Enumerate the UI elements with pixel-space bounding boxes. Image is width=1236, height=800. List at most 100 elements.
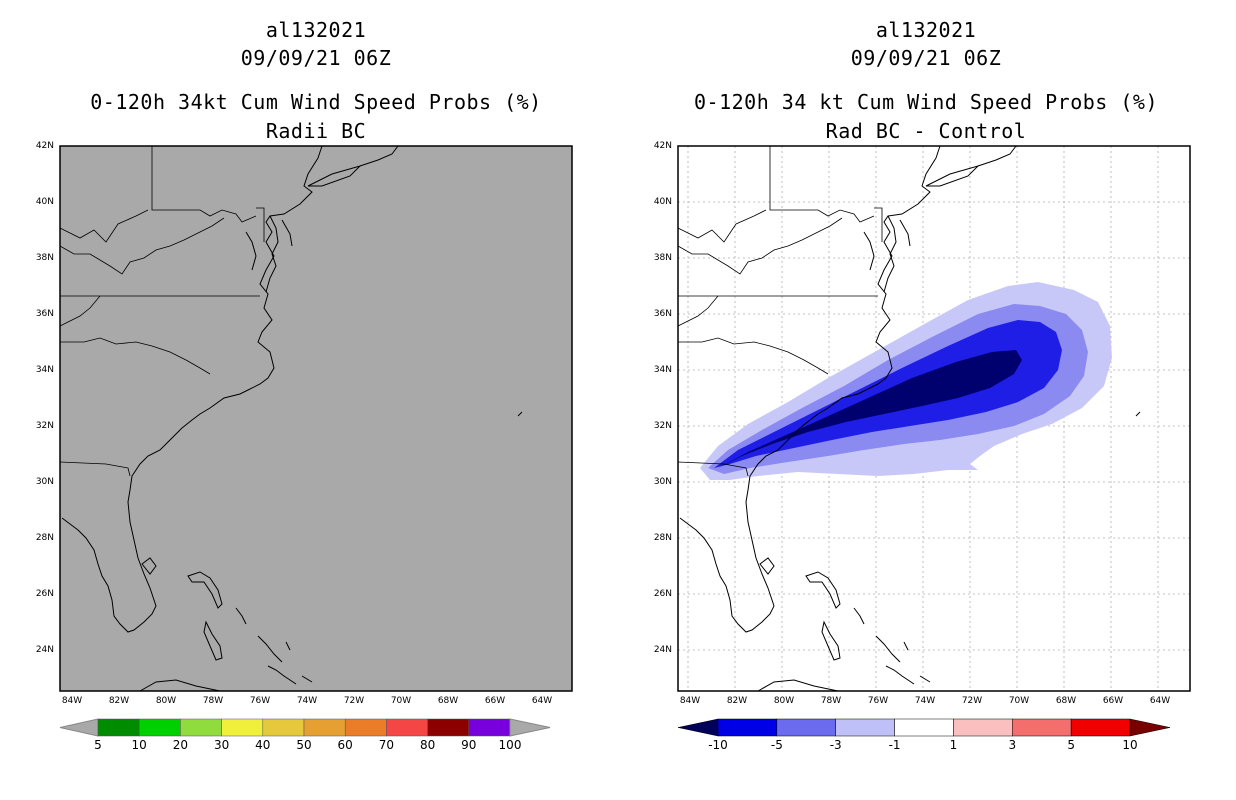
right-colorbar-low-triangle	[677, 718, 719, 737]
left-colorbar-box-5	[303, 718, 346, 737]
left-colorbar-label-3: 30	[213, 738, 230, 752]
right-colorbar-label-2: -3	[829, 738, 842, 752]
left-colorbar-box-9	[468, 718, 511, 737]
right-title-subtitle: Rad BC - Control	[825, 119, 1027, 143]
right-title-storm: al132021	[875, 18, 977, 42]
left-lat-label-0: 42N	[35, 141, 54, 151]
left-lon-label-9: 66W	[484, 696, 506, 706]
left-map	[59, 145, 573, 692]
left-lat-label-8: 26N	[35, 589, 54, 599]
left-colorbar-box-1	[138, 718, 181, 737]
left-colorbar-label-5: 50	[296, 738, 312, 752]
left-lon-label-8: 68W	[437, 696, 459, 706]
right-gridlines	[678, 146, 1190, 691]
left-colorbar-box-8	[427, 718, 470, 737]
right-lon-label-6: 72W	[961, 696, 983, 706]
left-colorbar-high-triangle	[509, 718, 551, 737]
right-lon-label-8: 68W	[1055, 696, 1077, 706]
right-lat-label-5: 32N	[653, 421, 672, 431]
right-colorbar-box-6	[1070, 718, 1131, 737]
left-title-subtitle: Radii BC	[265, 119, 367, 143]
left-lon-label-6: 72W	[343, 696, 365, 706]
left-lon-label-5: 74W	[296, 696, 318, 706]
left-lat-label-1: 40N	[35, 197, 54, 207]
right-map	[677, 145, 1191, 692]
right-lon-label-1: 82W	[726, 696, 748, 706]
left-lon-label-3: 78W	[202, 696, 224, 706]
left-lon-label-1: 82W	[108, 696, 130, 706]
left-map-frame	[59, 145, 573, 692]
left-colorbar	[59, 718, 551, 737]
left-colorbar-label-10: 100	[498, 738, 522, 752]
left-title-storm: al132021	[265, 18, 367, 42]
right-colorbar-label-5: 3	[1008, 738, 1017, 752]
right-lon-label-10: 64W	[1149, 696, 1171, 706]
left-lon-label-7: 70W	[390, 696, 412, 706]
left-lat-label-6: 30N	[35, 477, 54, 487]
right-lon-label-9: 66W	[1102, 696, 1124, 706]
left-title-product: 0-120h 34kt Cum Wind Speed Probs (%)	[90, 90, 542, 114]
left-colorbar-label-0: 5	[94, 738, 102, 752]
right-lon-label-2: 80W	[773, 696, 795, 706]
contour-minus10	[718, 350, 1022, 468]
right-colorbar	[677, 718, 1171, 737]
right-colorbar-label-4: 1	[949, 738, 958, 752]
left-lat-label-3: 36N	[35, 309, 54, 319]
right-lat-label-3: 36N	[653, 309, 672, 319]
right-colorbar-label-1: -5	[770, 738, 783, 752]
left-colorbar-box-2	[180, 718, 222, 737]
right-title-product: 0-120h 34 kt Cum Wind Speed Probs (%)	[693, 90, 1159, 114]
left-colorbar-box-6	[344, 718, 387, 737]
right-lat-label-9: 24N	[653, 645, 672, 655]
left-colorbar-label-2: 20	[172, 738, 189, 752]
left-colorbar-label-6: 60	[337, 738, 353, 752]
right-colorbar-box-2	[835, 718, 895, 737]
left-colorbar-label-4: 40	[255, 738, 271, 752]
right-lon-label-0: 84W	[679, 696, 701, 706]
left-lon-label-10: 64W	[531, 696, 553, 706]
right-colorbar-box-1	[776, 718, 836, 737]
right-lat-label-7: 28N	[653, 533, 672, 543]
right-colorbar-box-4	[953, 718, 1013, 737]
right-colorbar-label-0: -10	[708, 738, 728, 752]
right-title-date: 09/09/21 06Z	[850, 46, 1002, 70]
right-lat-label-2: 38N	[653, 253, 672, 263]
right-lon-label-4: 76W	[867, 696, 889, 706]
right-lat-label-6: 30N	[653, 477, 672, 487]
left-colorbar-label-1: 10	[131, 738, 147, 752]
right-colorbar-box-0	[717, 718, 778, 737]
left-colorbar-box-3	[221, 718, 264, 737]
left-lat-label-9: 24N	[35, 645, 54, 655]
left-lon-label-0: 84W	[61, 696, 83, 706]
left-colorbar-box-7	[386, 718, 428, 737]
left-colorbar-label-8: 80	[419, 738, 436, 752]
left-map-fill	[60, 146, 572, 691]
left-lon-label-4: 76W	[249, 696, 271, 706]
right-map-frame	[677, 145, 1191, 692]
left-colorbar-low-triangle	[59, 718, 99, 737]
left-colorbar-box-4	[262, 718, 305, 737]
right-lat-label-0: 42N	[653, 141, 672, 151]
left-colorbar-label-9: 90	[461, 738, 477, 752]
right-lon-label-5: 74W	[914, 696, 936, 706]
right-lon-label-7: 70W	[1008, 696, 1030, 706]
left-title-date: 09/09/21 06Z	[240, 46, 392, 70]
right-lon-label-3: 78W	[820, 696, 842, 706]
right-colorbar-label-3: -1	[888, 738, 901, 752]
left-lat-label-2: 38N	[35, 253, 54, 263]
left-colorbar-label-7: 70	[378, 738, 395, 752]
right-colorbar-label-7: 10	[1122, 738, 1138, 752]
right-lat-label-8: 26N	[653, 589, 672, 599]
right-lat-label-1: 40N	[653, 197, 672, 207]
left-colorbar-box-0	[97, 718, 140, 737]
right-colorbar-box-3	[894, 718, 954, 737]
left-lon-label-2: 80W	[155, 696, 177, 706]
right-lat-label-4: 34N	[653, 365, 672, 375]
right-colorbar-box-5	[1012, 718, 1072, 737]
left-lat-label-7: 28N	[35, 533, 54, 543]
left-lat-label-4: 34N	[35, 365, 54, 375]
left-lat-label-5: 32N	[35, 421, 54, 431]
right-colorbar-high-triangle	[1129, 718, 1171, 737]
right-colorbar-label-6: 5	[1067, 738, 1075, 752]
